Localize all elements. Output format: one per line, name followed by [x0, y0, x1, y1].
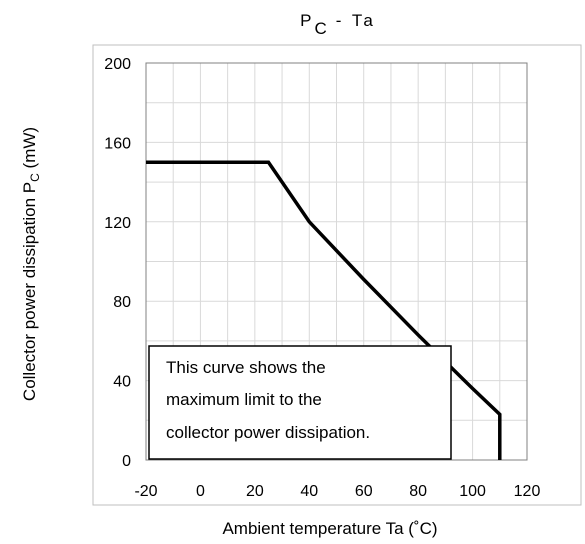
y-tick-label: 200	[104, 56, 131, 73]
chart-title-subscript: C	[315, 19, 330, 38]
annotation-line-3: collector power dissipation.	[166, 423, 370, 442]
y-tick-labels: 0 40 80 120 160 200	[104, 56, 131, 470]
series-group	[146, 160, 502, 460]
x-tick-labels: -20 0 20 40 60 80 100 120	[134, 483, 540, 500]
y-tick-label: 160	[104, 135, 131, 152]
x-tick-label: 20	[246, 483, 264, 500]
y-tick-label: 0	[122, 453, 131, 470]
annotation-line-1: This curve shows the	[166, 358, 326, 377]
chart-title: PC - Ta	[300, 11, 376, 38]
y-axis-label-subscript: C	[28, 173, 42, 182]
chart-area-frame	[92, 44, 582, 506]
x-tick-label: -20	[134, 483, 157, 500]
x-tick-label: 100	[459, 483, 486, 500]
y-axis-label-main: Collector power dissipation P	[20, 182, 39, 401]
annotation-box: This curve shows the maximum limit to th…	[148, 345, 452, 460]
y-axis-label-rest: (mW)	[20, 127, 39, 173]
x-tick-label: 0	[196, 483, 205, 500]
y-tick-label: 80	[113, 294, 131, 311]
x-tick-label: 60	[355, 483, 373, 500]
y-tick-label: 120	[104, 215, 131, 232]
chart-title-main: P	[300, 11, 314, 30]
x-axis-label: Ambient temperature Ta (˚C)	[222, 519, 437, 538]
chart-title-rest: - Ta	[336, 11, 376, 30]
y-tick-label: 40	[113, 374, 131, 391]
x-tick-label: 40	[300, 483, 318, 500]
annotation-line-2: maximum limit to the	[166, 390, 322, 409]
derating-curve	[146, 160, 502, 460]
plot-area-border	[145, 62, 528, 461]
x-tick-label: 80	[409, 483, 427, 500]
annotation-frame	[148, 345, 452, 460]
x-tick-label: 120	[514, 483, 541, 500]
y-axis-label: Collector power dissipation PC (mW)	[20, 127, 42, 401]
